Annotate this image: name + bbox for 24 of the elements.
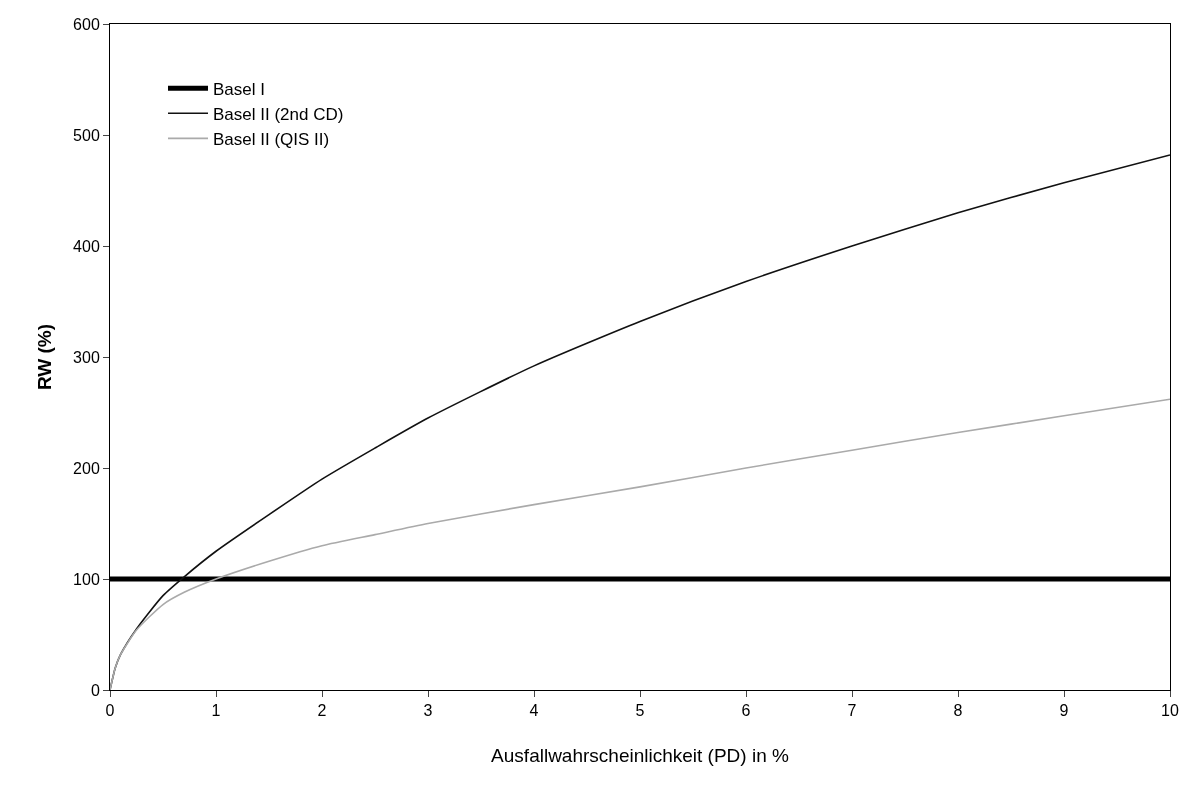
legend-label: Basel I [213,79,265,99]
y-tick-label: 600 [73,15,100,33]
y-tick-label: 400 [73,237,100,255]
x-axis-title: Ausfallwahrscheinlichkeit (PD) in % [491,745,789,766]
x-tick-label: 4 [529,702,539,720]
legend-label: Basel II (2nd CD) [213,104,344,124]
x-tick-label: 9 [1059,702,1069,720]
x-tick-label: 10 [1161,702,1179,720]
x-tick-label: 3 [423,702,433,720]
y-tick-label: 500 [73,126,100,144]
x-tick-label: 6 [741,702,751,720]
y-tick-label: 100 [73,570,100,588]
x-tick-label: 0 [105,702,115,720]
x-tick-label: 7 [847,702,857,720]
x-tick-label: 5 [635,702,645,720]
x-tick-label: 8 [953,702,963,720]
y-tick-label: 300 [73,348,100,366]
legend-label: Basel II (QIS II) [213,130,330,149]
x-tick-label: 2 [317,702,327,720]
line-series [110,398,1170,690]
y-axis-title: RW (%) [33,323,55,391]
x-tick-label: 1 [211,702,221,720]
y-tick-label: 0 [90,681,100,699]
y-tick-label: 200 [73,459,100,477]
